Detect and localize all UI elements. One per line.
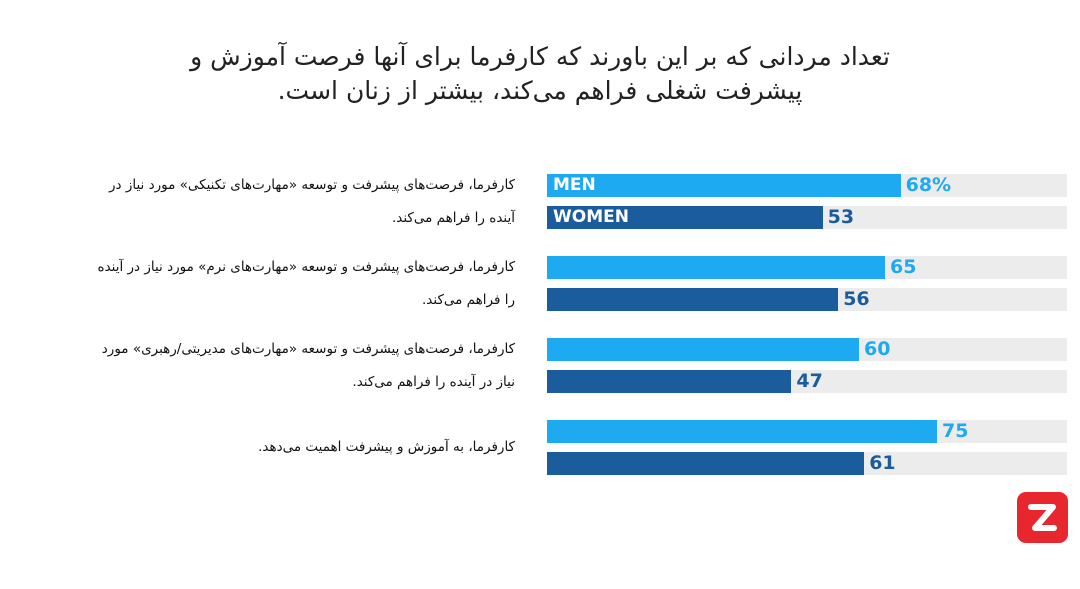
value-label: 47 [796,370,823,392]
legend-label: WOMEN [553,207,629,227]
chart-title: تعداد مردانی که بر این باورند که کارفرما… [190,42,890,105]
category-label: کارفرما، فرصت‌های پیشرفت و توسعه «مهارت‌… [97,258,516,308]
bar [547,452,865,475]
bar [547,174,901,197]
value-label: 53 [827,206,855,228]
bar [547,256,885,279]
category-label: کارفرما، فرصت‌های پیشرفت و توسعه «مهارت‌… [101,340,515,390]
legend-label: MEN [553,175,596,195]
value-label: 68% [905,174,952,196]
value-label: 60 [864,338,891,360]
bar [547,370,792,393]
bar [547,420,937,443]
value-label: 61 [869,452,896,474]
value-label: 56 [843,288,870,310]
category-label: کارفرما، به آموزش و پیشرفت اهمیت می‌دهد. [258,439,515,455]
value-label: 75 [942,420,969,442]
logo [1017,492,1068,543]
bar [547,288,839,311]
value-label: 65 [890,256,917,278]
bar [547,206,823,229]
bar [547,338,859,361]
category-label: کارفرما، فرصت‌های پیشرفت و توسعه «مهارت‌… [109,176,515,226]
